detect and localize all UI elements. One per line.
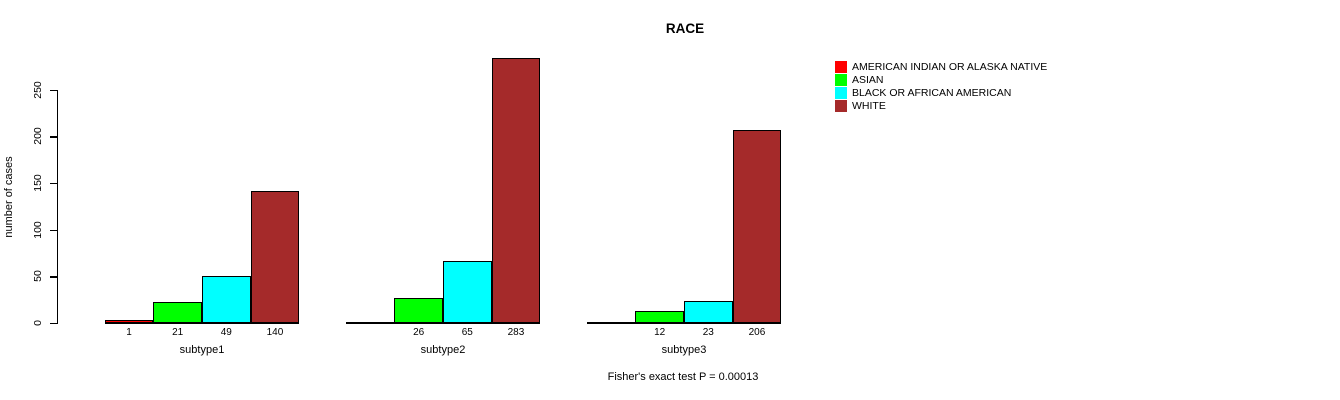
legend-item: WHITE: [835, 99, 1047, 112]
y-axis-tick: [50, 89, 57, 91]
legend-swatch: [835, 61, 847, 74]
bar: [104, 320, 154, 323]
legend-label: WHITE: [852, 99, 886, 112]
category-label: subtype1: [179, 344, 225, 356]
bar: [732, 130, 782, 323]
bar-value-label: 65: [461, 327, 473, 338]
y-axis-tick-label: 100: [32, 220, 44, 239]
bar: [202, 276, 251, 323]
bar: [153, 302, 202, 323]
bar-value-label: 283: [507, 327, 525, 338]
y-axis-tick: [50, 323, 57, 325]
category-label: subtype2: [420, 344, 466, 356]
legend-item: ASIAN: [835, 74, 1047, 87]
bar: [394, 298, 443, 323]
legend-label: BLACK OR AFRICAN AMERICAN: [852, 86, 1012, 99]
bar-value-label: 12: [654, 327, 666, 338]
group-baseline: [104, 322, 300, 324]
legend-item: BLACK OR AFRICAN AMERICAN: [835, 86, 1047, 100]
bar-value-label: 206: [748, 327, 766, 338]
bar-value-label: 21: [172, 327, 184, 338]
legend-label: ASIAN: [852, 74, 884, 87]
bar: [684, 301, 733, 323]
bar-value-label: 140: [266, 327, 284, 338]
y-axis-tick-label: 0: [32, 320, 44, 326]
bar-value-label: 23: [702, 327, 714, 338]
legend-swatch: [835, 74, 847, 87]
legend-item: AMERICAN INDIAN OR ALASKA NATIVE: [835, 61, 1047, 74]
bar-value-label: 1: [126, 327, 132, 338]
legend-swatch: [835, 86, 847, 99]
legend-label: AMERICAN INDIAN OR ALASKA NATIVE: [852, 61, 1048, 74]
y-axis-tick-label: 250: [32, 80, 44, 99]
y-axis-tick-label: 50: [32, 270, 44, 283]
bar-value-label: 49: [220, 327, 232, 338]
annotation-caption: Fisher's exact test P = 0.00013: [607, 371, 759, 383]
bar: [491, 58, 541, 323]
y-axis-tick: [50, 183, 57, 185]
bar: [250, 191, 300, 323]
group-baseline: [586, 322, 782, 324]
y-axis-tick: [50, 276, 57, 278]
y-axis-tick: [50, 136, 57, 138]
y-axis-tick-label: 200: [32, 127, 44, 146]
group-baseline: [345, 322, 541, 324]
legend-swatch: [835, 99, 847, 112]
bar: [635, 311, 684, 323]
legend: AMERICAN INDIAN OR ALASKA NATIVE ASIAN BLA…: [835, 61, 1047, 112]
bar: [443, 261, 492, 323]
category-label: subtype3: [661, 344, 707, 356]
y-axis-tick-label: 150: [32, 174, 44, 192]
chart-title: RACE: [665, 21, 705, 36]
y-axis-tick: [50, 229, 57, 231]
y-axis-line: [57, 89, 59, 324]
bar-value-label: 26: [413, 327, 425, 338]
y-axis-label: number of cases: [3, 156, 15, 238]
